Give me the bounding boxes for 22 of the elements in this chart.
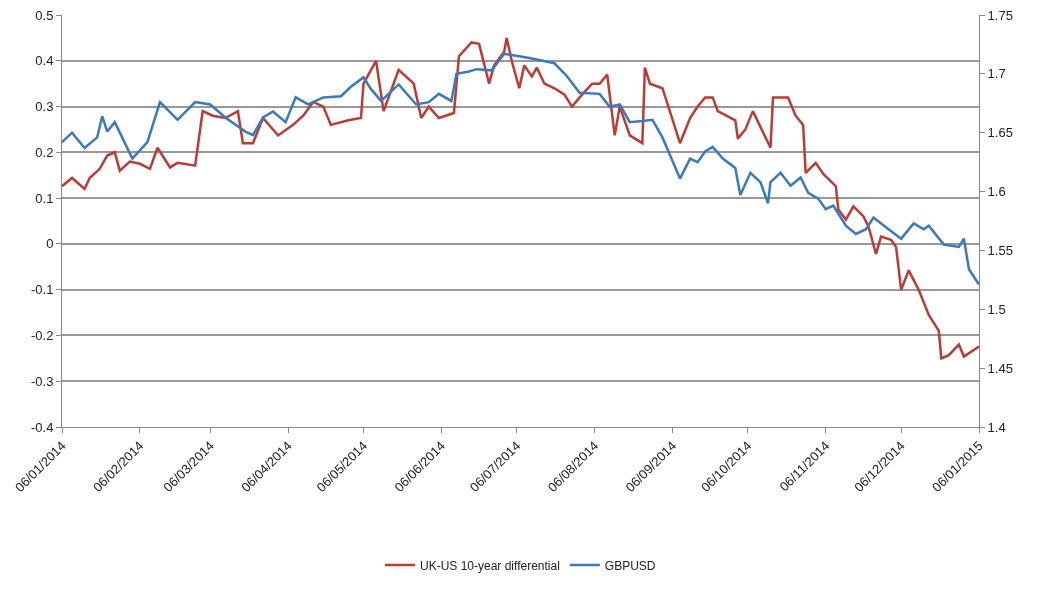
y-tick-label: 0.5 (35, 7, 54, 23)
line-series (62, 36, 979, 360)
y-tick-label: 0.4 (35, 53, 54, 69)
line-series (62, 52, 979, 286)
y2-tick-label: 1.65 (987, 125, 1013, 141)
y2-tick-label: 1.45 (987, 360, 1013, 376)
y2-tick-label: 1.7 (987, 66, 1006, 82)
y-tick-label: -0.1 (30, 282, 54, 298)
y-tick-label: 0.3 (35, 99, 54, 115)
y2-tick-label: 1.75 (987, 7, 1013, 23)
y-tick-label: -0.2 (30, 327, 54, 343)
y-tick-label: 0.1 (35, 190, 54, 206)
y2-tick-label: 1.55 (987, 242, 1013, 258)
y2-tick-label: 1.4 (987, 419, 1006, 435)
y2-tick-label: 1.6 (987, 184, 1006, 200)
y-tick-label: -0.3 (30, 373, 54, 389)
legend-label: GBPUSD (604, 558, 656, 573)
y-tick-label: 0 (46, 236, 54, 252)
y2-tick-label: 1.5 (987, 301, 1006, 317)
legend-label: UK-US 10-year differential (420, 558, 560, 573)
y-tick-label: 0.2 (35, 144, 54, 160)
y-tick-label: -0.4 (30, 419, 54, 435)
